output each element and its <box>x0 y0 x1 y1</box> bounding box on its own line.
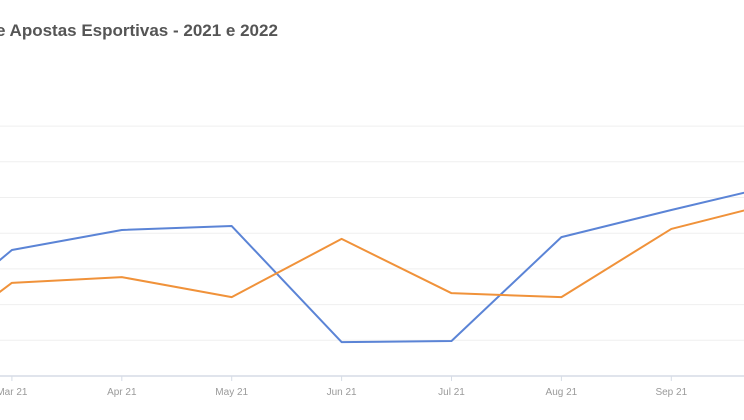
chart-title: e Apostas Esportivas - 2021 e 2022 <box>0 21 278 40</box>
x-tick-label: Mar 21 <box>0 387 28 398</box>
x-tick-label: Apr 21 <box>107 387 137 398</box>
x-tick-label: Jun 21 <box>327 387 357 398</box>
x-tick-label: Jul 21 <box>438 387 465 398</box>
x-tick-label: Sep 21 <box>655 387 687 398</box>
series-line-2 <box>0 209 744 299</box>
series-line-1 <box>0 191 744 344</box>
x-tick-label: May 21 <box>215 387 248 398</box>
x-tick-label: Aug 21 <box>546 387 578 398</box>
